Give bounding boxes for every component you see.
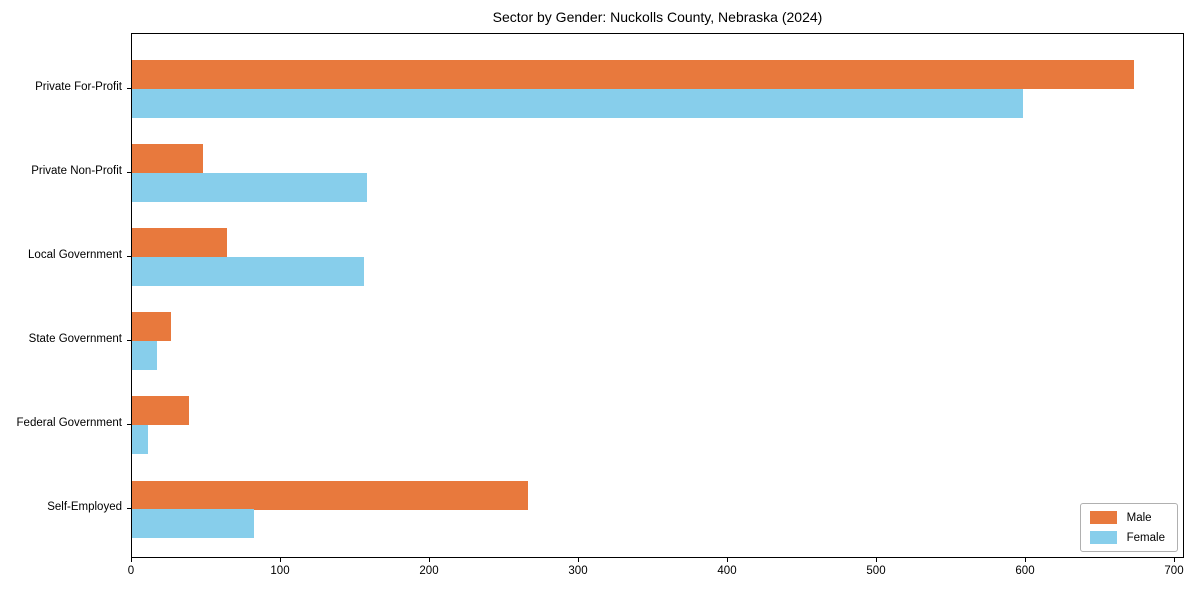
x-tick-label: 0 xyxy=(127,565,135,577)
x-tick-label: 700 xyxy=(1164,565,1184,577)
y-category-label: Self-Employed xyxy=(47,501,122,513)
bar-female-5 xyxy=(132,509,254,538)
y-category-label: State Government xyxy=(28,333,122,345)
x-tick xyxy=(876,558,877,562)
bar-male-0 xyxy=(132,60,1134,89)
bar-male-5 xyxy=(132,481,528,510)
x-tick-label: 300 xyxy=(568,565,588,577)
y-tick xyxy=(127,88,131,89)
bar-female-1 xyxy=(132,173,367,202)
x-tick-label: 200 xyxy=(419,565,439,577)
x-tick xyxy=(1174,558,1175,562)
plot-area: Male Female xyxy=(131,33,1184,558)
x-tick-label: 600 xyxy=(1015,565,1035,577)
bar-male-4 xyxy=(132,396,189,425)
bar-female-4 xyxy=(132,425,148,454)
y-tick xyxy=(127,172,131,173)
legend-entry-male: Male xyxy=(1089,511,1165,524)
x-tick-label: 400 xyxy=(717,565,737,577)
legend-entry-female: Female xyxy=(1089,531,1165,544)
x-tick xyxy=(578,558,579,562)
x-tick-label: 100 xyxy=(270,565,290,577)
bar-female-2 xyxy=(132,257,364,286)
y-tick xyxy=(127,340,131,341)
legend-swatch-male xyxy=(1089,511,1117,524)
legend: Male Female xyxy=(1079,503,1178,552)
bar-male-1 xyxy=(132,144,203,173)
y-tick xyxy=(127,256,131,257)
y-category-label: Federal Government xyxy=(16,417,122,429)
y-tick xyxy=(127,508,131,509)
y-category-label: Private For-Profit xyxy=(35,81,122,93)
legend-label: Female xyxy=(1126,531,1165,544)
chart-title: Sector by Gender: Nuckolls County, Nebra… xyxy=(492,9,823,25)
x-tick-label: 500 xyxy=(866,565,886,577)
bar-male-2 xyxy=(132,228,227,257)
legend-swatch-female xyxy=(1089,531,1117,544)
y-category-label: Private Non-Profit xyxy=(31,165,122,177)
x-tick xyxy=(280,558,281,562)
bar-female-0 xyxy=(132,89,1023,118)
legend-label: Male xyxy=(1126,511,1152,524)
y-category-label: Local Government xyxy=(28,249,122,261)
bar-female-3 xyxy=(132,341,157,370)
x-tick xyxy=(727,558,728,562)
x-tick xyxy=(429,558,430,562)
y-tick xyxy=(127,424,131,425)
x-tick xyxy=(131,558,132,562)
bar-male-3 xyxy=(132,312,171,341)
x-tick xyxy=(1025,558,1026,562)
